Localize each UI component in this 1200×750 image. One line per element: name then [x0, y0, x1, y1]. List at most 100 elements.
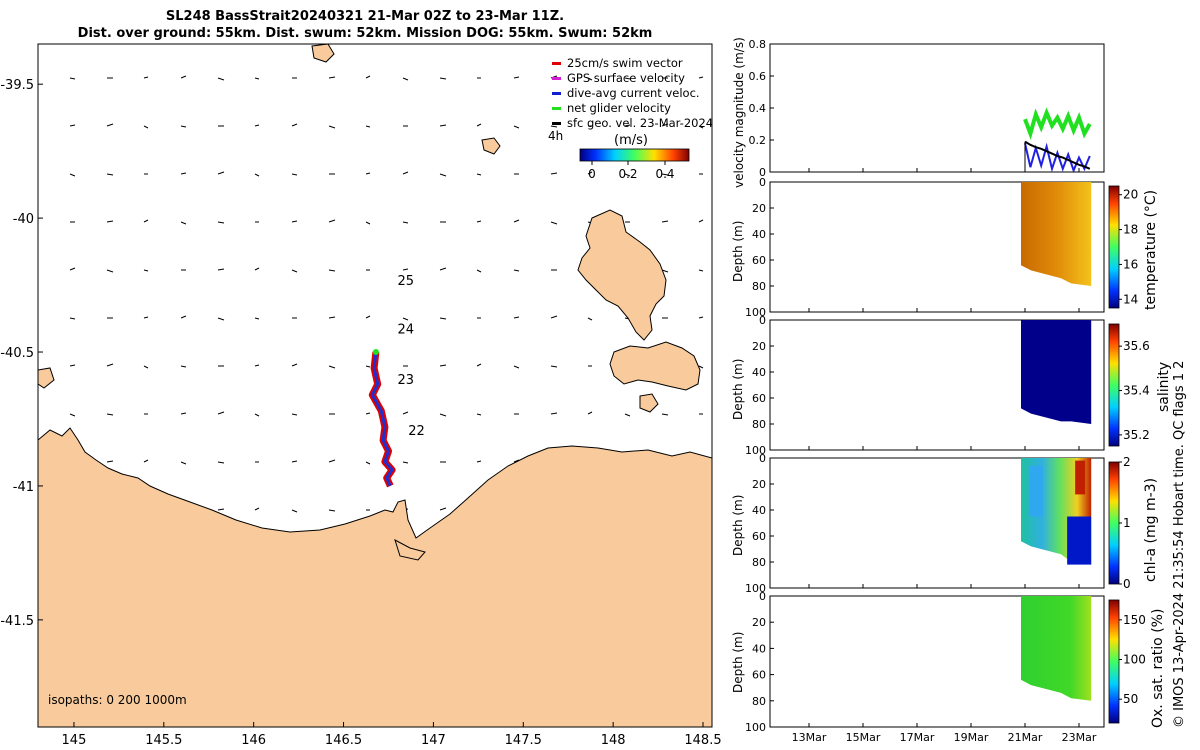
map-y-tick-label: -41	[13, 480, 34, 495]
velocity-arrow	[291, 413, 298, 416]
oxygen-y-tick-label: 20	[752, 616, 766, 629]
chla-colorbar-tick-label: 0	[1123, 577, 1131, 591]
velocity-ylabel: velocity magnitude (m/s)	[732, 37, 746, 188]
cape-barren-island	[609, 341, 701, 391]
velocity-arrow	[106, 460, 114, 463]
colorbar	[579, 148, 690, 162]
map-y-tick-label: -40.5	[0, 346, 34, 361]
panel-x-tick-label: 19Mar	[954, 731, 989, 744]
legend-item: net glider velocity	[552, 101, 713, 116]
panel-velocity: 0 0.2 0.4 0.6 0.8	[749, 38, 1105, 179]
chla-y-tick-label: 40	[752, 504, 766, 517]
velocity-arrow	[661, 123, 669, 127]
chla-depth-ylabel: Depth (m)	[731, 494, 745, 556]
panel-x-tick-label: 21Mar	[1008, 731, 1043, 744]
map-y-tick-label: -41.5	[0, 614, 34, 629]
velocity-arrow	[143, 269, 149, 272]
panel-x-tick-label: 13Mar	[792, 731, 827, 744]
oxygen-y-tick-label: 80	[752, 695, 766, 708]
salinity-colorbar-tick-label: 35.4	[1123, 384, 1150, 398]
velocity-arrow	[587, 317, 593, 321]
tasmania-landmass	[38, 427, 712, 727]
map-x-tick-label: 148.5	[684, 733, 721, 748]
temperature-colorbar-tick-label: 14	[1123, 292, 1138, 306]
velocity-arrow	[439, 77, 447, 80]
track-day-labels: 25 24 23 22	[397, 274, 424, 439]
temperature-frame	[769, 181, 1105, 313]
track-day-label: 25	[397, 274, 414, 289]
velocity-arrow	[439, 267, 447, 271]
map-plot: 145 145.5 146 146.5 147 147.5 148 148.5 -39.5 -4…	[0, 43, 722, 748]
velocity-arrow	[254, 77, 260, 80]
velocity-arrow	[365, 75, 371, 79]
salinity-y-tick-label: 20	[752, 340, 766, 353]
velocity-arrow	[513, 316, 520, 319]
velocity-arrow	[143, 459, 149, 463]
panel-chla: 0 20 40 60 80 100 2 1 0	[745, 452, 1131, 595]
chla-frame	[769, 457, 1105, 589]
salinity-colorbar-tick-label: 35.2	[1123, 428, 1150, 442]
velocity-y-tick-label: 0	[759, 166, 766, 179]
velocity-arrow	[476, 363, 482, 367]
oxygen-colorbar	[1108, 599, 1120, 724]
velocity-arrow	[698, 219, 704, 223]
map-x-tick-label: 145	[62, 733, 87, 748]
footer-timestamp-label: © IMOS 13-Apr-2024 21:35:54 Hobart time.…	[1172, 360, 1187, 728]
oxygen-colorbar-tick-label: 150	[1123, 613, 1146, 627]
velocity-arrow	[106, 123, 114, 127]
velocity-arrow	[439, 124, 447, 127]
temperature-colorbar-tick-label: 18	[1123, 223, 1138, 237]
velocity-arrow	[661, 269, 669, 273]
velocity-arrow	[476, 460, 482, 463]
glider-track	[370, 351, 394, 487]
surface-velocity-arrows	[69, 75, 704, 513]
velocity-arrow	[217, 77, 225, 81]
map-y-tick-label: -40	[13, 212, 34, 227]
velocity-arrow	[328, 509, 336, 512]
velocity-arrow	[328, 269, 336, 272]
velocity-arrow	[402, 77, 409, 81]
velocity-arrow	[513, 269, 520, 272]
map-x-tick-label: 147	[421, 733, 446, 748]
oxygen-y-tick-label: 60	[752, 669, 766, 682]
panel-oxygen: 0 20 40 60 80 100 150 100 50	[745, 590, 1146, 734]
three-hummock-island	[38, 367, 55, 389]
velocity-arrow	[254, 173, 260, 177]
velocity-arrow	[550, 412, 558, 415]
velocity-y-tick-label: 0.4	[749, 102, 767, 115]
chla-deep-low-patch	[1067, 516, 1092, 565]
velocity-arrow	[328, 459, 336, 463]
velocity-arrow	[365, 412, 371, 415]
colorbar-tick-label: 0	[588, 167, 596, 181]
velocity-arrow	[291, 220, 298, 223]
velocity-arrow	[254, 507, 260, 511]
velocity-arrow	[328, 219, 336, 223]
velocity-arrow	[180, 315, 187, 319]
clarke-island	[639, 393, 659, 413]
temperature-colorbar-label: temperature (°C)	[1143, 189, 1159, 310]
velocity-arrow	[439, 413, 447, 417]
velocity-frame	[769, 43, 1105, 173]
salinity-frame	[769, 319, 1105, 451]
salinity-y-tick-label: 60	[752, 392, 766, 405]
velocity-arrow	[402, 317, 409, 321]
temperature-colorbar	[1108, 185, 1120, 309]
velocity-arrow	[217, 461, 225, 464]
velocity-arrow	[180, 461, 187, 465]
legend-swatch	[552, 122, 561, 125]
velocity-arrow	[550, 172, 558, 175]
velocity-arrow	[180, 172, 187, 175]
velocity-arrow	[476, 123, 482, 127]
temperature-y-tick-label: 80	[752, 280, 766, 293]
velocity-arrow	[661, 413, 669, 416]
velocity-arrow	[291, 509, 298, 513]
velocity-arrow	[365, 461, 371, 465]
oxygen-y-tick-label: 100	[745, 721, 766, 734]
legend-label: dive-avg current veloc.	[567, 86, 700, 100]
chla-y-tick-label: 0	[759, 452, 766, 465]
map-legend: 25cm/s swim vector GPS surface velocity di…	[552, 56, 713, 131]
velocity-arrow	[254, 413, 260, 417]
panel-x-tick-label: 23Mar	[1062, 731, 1097, 744]
temperature-colorbar-tick-label: 20	[1123, 188, 1138, 202]
velocity-arrow	[439, 317, 447, 320]
